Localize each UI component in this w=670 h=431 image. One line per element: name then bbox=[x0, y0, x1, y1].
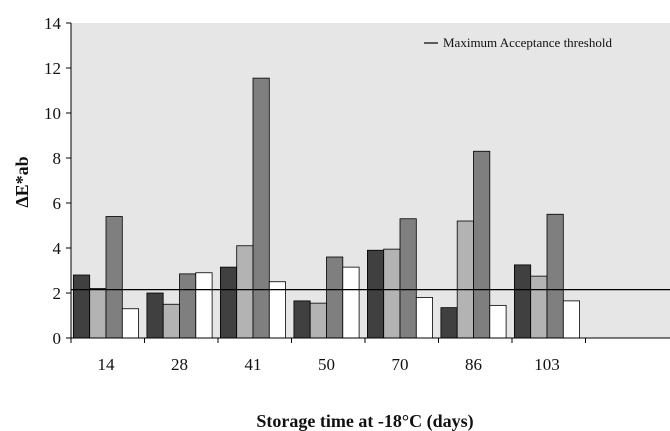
y-axis-ticks: 0 2 4 6 8 10 12 14 bbox=[44, 14, 71, 348]
x-axis-title: Storage time at -18°C (days) bbox=[256, 411, 473, 431]
y-tick-label: 14 bbox=[44, 14, 62, 33]
x-tick-label: 86 bbox=[465, 355, 482, 374]
bar-50-s2 bbox=[309, 302, 327, 339]
bar-103-s3 bbox=[546, 213, 564, 339]
y-tick-label: 2 bbox=[53, 284, 62, 303]
bar-14-s3 bbox=[105, 216, 123, 339]
bar-86-s1 bbox=[440, 307, 458, 339]
bar-103-s1 bbox=[514, 264, 532, 339]
x-tick-label: 103 bbox=[534, 355, 560, 374]
bar-41-s1 bbox=[219, 266, 238, 339]
bar-28-s3 bbox=[179, 273, 197, 339]
bar-86-s4 bbox=[489, 304, 507, 339]
bar-86-s2 bbox=[456, 220, 474, 339]
bar-28-s2 bbox=[162, 303, 180, 339]
bar-103-s4 bbox=[562, 300, 580, 339]
x-tick-label: 28 bbox=[171, 355, 188, 374]
bar-50-s4 bbox=[342, 266, 360, 339]
bar-103-s2 bbox=[530, 275, 548, 339]
bar-14-s1 bbox=[73, 274, 91, 339]
bar-50-s1 bbox=[293, 300, 311, 339]
bar-28-s4 bbox=[195, 272, 213, 339]
y-tick-label: 8 bbox=[53, 149, 62, 168]
y-tick-label: 0 bbox=[53, 329, 62, 348]
y-tick-label: 6 bbox=[53, 194, 62, 213]
y-tick-label: 12 bbox=[44, 59, 61, 78]
bar-41-s2 bbox=[236, 245, 254, 339]
bar-70-s3 bbox=[399, 218, 417, 339]
bar-41-s3 bbox=[252, 77, 270, 339]
y-tick-label: 4 bbox=[53, 239, 62, 258]
bar-70-s2 bbox=[383, 248, 401, 339]
x-axis-ticks: 14 28 41 50 70 86 103 bbox=[70, 338, 586, 374]
bar-70-s1 bbox=[366, 249, 385, 339]
y-axis-title: ΔE*ab bbox=[12, 156, 32, 207]
bar-70-s4 bbox=[415, 297, 433, 339]
bar-50-s3 bbox=[326, 256, 344, 339]
y-tick-label: 10 bbox=[44, 104, 61, 123]
bar-28-s1 bbox=[146, 292, 164, 339]
x-tick-label: 70 bbox=[392, 355, 409, 374]
x-tick-label: 14 bbox=[98, 355, 116, 374]
bar-14-s4 bbox=[121, 308, 140, 339]
bar-86-s3 bbox=[473, 150, 491, 339]
x-tick-label: 41 bbox=[245, 355, 262, 374]
legend-label: Maximum Acceptance threshold bbox=[443, 35, 612, 50]
bar-14-s2 bbox=[89, 288, 107, 339]
x-tick-label: 50 bbox=[318, 355, 335, 374]
